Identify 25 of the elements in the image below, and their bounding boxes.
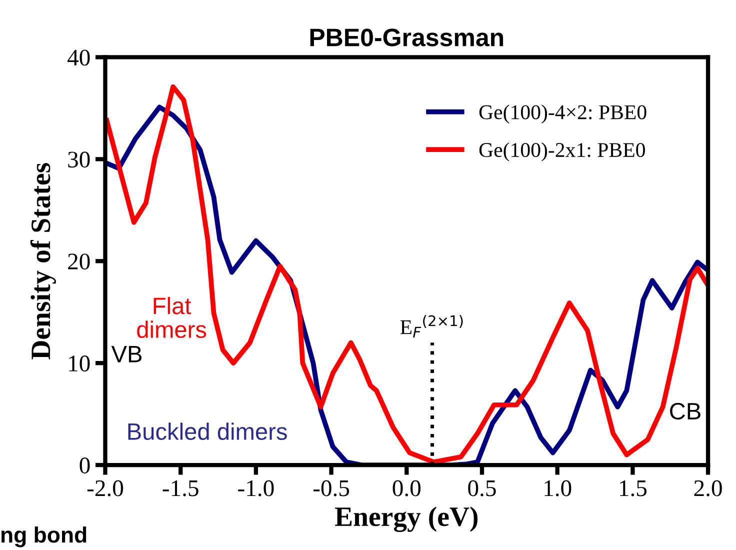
annotation: Flat dimers <box>137 296 206 338</box>
y-tick-label: 40 <box>68 50 90 66</box>
y-tick-label: 0 <box>80 458 90 474</box>
text: ng bond <box>1 526 86 548</box>
annotation: CB <box>670 402 700 420</box>
x-axis-title: Energy (eV) <box>334 506 478 532</box>
x-tick-label: -1.0 <box>238 480 274 496</box>
x-tick-label: -1.5 <box>162 480 198 496</box>
x-tick-label: 2.0 <box>694 480 722 496</box>
x-tick-label: 1.0 <box>544 480 572 496</box>
annotation: VB <box>111 346 142 362</box>
y-tick-label: 20 <box>68 254 90 270</box>
x-tick-label: -2.0 <box>87 480 124 496</box>
x-tick-label: 1.5 <box>620 480 647 496</box>
legend-label: Ge(100)-2x1: PBE0 <box>479 142 645 162</box>
y-axis-title: Density of States <box>30 163 56 360</box>
annotation: Buckled dimers <box>128 422 287 440</box>
y-tick-label: 10 <box>69 356 90 372</box>
x-tick-label: 0.5 <box>468 480 496 496</box>
chart-title: PBE0-Grassman <box>310 28 504 46</box>
y-tick-label: 30 <box>68 152 90 168</box>
x-tick-label: -0.5 <box>313 480 350 496</box>
ref-line-label: E$_{F}$$^{(2×1)}$ <box>400 314 463 338</box>
legend-label: Ge(100)-4×2: PBE0 <box>479 104 646 124</box>
x-tick-label: 0.0 <box>392 480 420 496</box>
